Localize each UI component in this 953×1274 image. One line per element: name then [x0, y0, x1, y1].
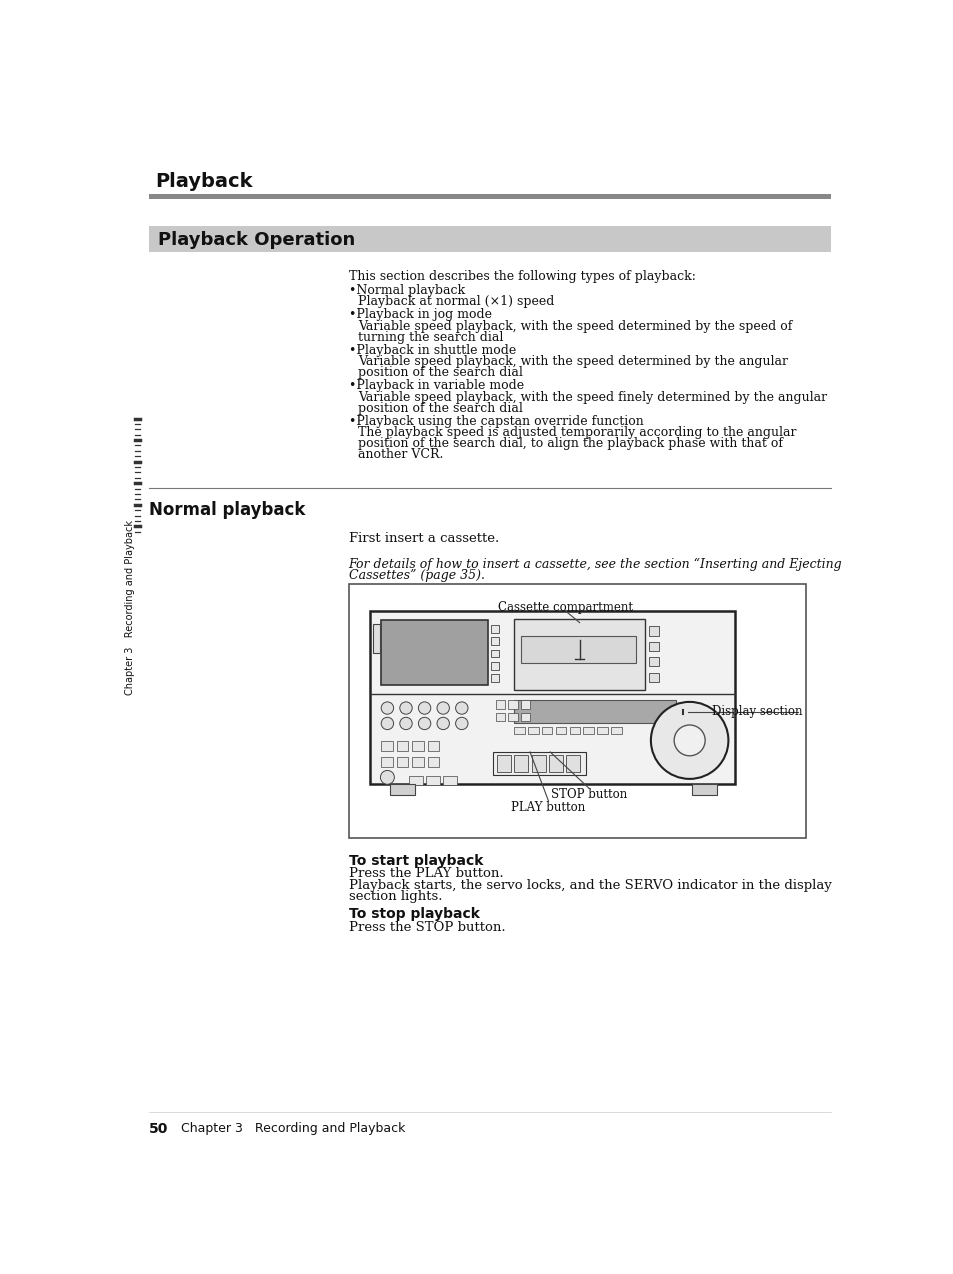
- Text: 50: 50: [149, 1121, 168, 1135]
- Circle shape: [380, 771, 394, 785]
- Bar: [648, 627, 659, 636]
- Bar: [427, 757, 439, 767]
- Bar: [427, 741, 439, 752]
- Bar: [548, 755, 562, 772]
- Bar: [491, 637, 498, 645]
- Bar: [520, 701, 530, 708]
- Text: •Playback in shuttle mode: •Playback in shuttle mode: [348, 344, 516, 357]
- Text: section lights.: section lights.: [348, 889, 441, 903]
- Bar: [370, 612, 734, 785]
- Bar: [396, 757, 408, 767]
- Bar: [149, 194, 830, 199]
- Text: Cassettes” (page 35).: Cassettes” (page 35).: [348, 568, 484, 582]
- Bar: [648, 657, 659, 666]
- Circle shape: [436, 717, 449, 730]
- Bar: [555, 726, 566, 734]
- Text: The playback speed is adjusted temporarily according to the angular: The playback speed is adjusted temporari…: [357, 427, 796, 440]
- Bar: [521, 636, 636, 662]
- Circle shape: [456, 717, 468, 730]
- Bar: [541, 726, 552, 734]
- Bar: [648, 673, 659, 682]
- Circle shape: [418, 717, 431, 730]
- Bar: [520, 712, 530, 721]
- Bar: [611, 726, 621, 734]
- Text: To start playback: To start playback: [348, 854, 482, 868]
- Text: position of the search dial: position of the search dial: [357, 366, 522, 380]
- Text: For details of how to insert a cassette, see the section “Inserting and Ejecting: For details of how to insert a cassette,…: [348, 558, 841, 571]
- Text: Cassette compartment: Cassette compartment: [497, 601, 633, 614]
- Circle shape: [381, 717, 394, 730]
- Bar: [508, 701, 517, 708]
- Bar: [569, 726, 579, 734]
- Bar: [514, 755, 528, 772]
- Text: position of the search dial, to align the playback phase with that of: position of the search dial, to align th…: [357, 437, 782, 450]
- Bar: [527, 726, 537, 734]
- Bar: [565, 755, 579, 772]
- Bar: [531, 755, 545, 772]
- Bar: [390, 785, 415, 795]
- Bar: [348, 583, 805, 838]
- Circle shape: [399, 717, 412, 730]
- Text: Display section: Display section: [711, 706, 801, 719]
- Bar: [381, 620, 488, 685]
- Text: PLAY button: PLAY button: [511, 801, 585, 814]
- Bar: [373, 624, 379, 654]
- Circle shape: [674, 725, 704, 755]
- Bar: [381, 741, 393, 752]
- Bar: [648, 642, 659, 651]
- Text: Variable speed playback, with the speed determined by the speed of: Variable speed playback, with the speed …: [357, 320, 792, 333]
- Bar: [426, 776, 439, 785]
- Bar: [508, 712, 517, 721]
- Text: Press the STOP button.: Press the STOP button.: [348, 921, 505, 934]
- Bar: [513, 619, 645, 689]
- Text: Variable speed playback, with the speed determined by the angular: Variable speed playback, with the speed …: [357, 355, 787, 368]
- Text: •Normal playback: •Normal playback: [348, 284, 464, 297]
- Bar: [149, 225, 830, 252]
- Bar: [381, 757, 393, 767]
- Circle shape: [381, 702, 394, 715]
- Text: Chapter 3   Recording and Playback: Chapter 3 Recording and Playback: [181, 1121, 405, 1135]
- Bar: [396, 741, 408, 752]
- Text: another VCR.: another VCR.: [357, 447, 443, 461]
- Text: Playback: Playback: [154, 172, 253, 191]
- Circle shape: [399, 702, 412, 715]
- Bar: [491, 624, 498, 633]
- Text: •Playback using the capstan override function: •Playback using the capstan override fun…: [348, 414, 642, 428]
- Text: Playback at normal (×1) speed: Playback at normal (×1) speed: [357, 296, 554, 308]
- Circle shape: [436, 702, 449, 715]
- Bar: [412, 757, 423, 767]
- Text: Playback Operation: Playback Operation: [158, 231, 355, 248]
- Bar: [496, 701, 505, 708]
- Bar: [497, 755, 511, 772]
- Bar: [493, 752, 585, 775]
- Text: •Playback in variable mode: •Playback in variable mode: [348, 380, 523, 392]
- Bar: [496, 712, 505, 721]
- Circle shape: [418, 702, 431, 715]
- Bar: [412, 741, 423, 752]
- Text: position of the search dial: position of the search dial: [357, 401, 522, 414]
- Text: Normal playback: Normal playback: [149, 501, 305, 519]
- Text: Chapter 3   Recording and Playback: Chapter 3 Recording and Playback: [125, 520, 135, 694]
- Bar: [513, 701, 676, 724]
- Text: •Playback in jog mode: •Playback in jog mode: [348, 308, 491, 321]
- Text: STOP button: STOP button: [550, 789, 626, 801]
- Text: This section describes the following types of playback:: This section describes the following typ…: [348, 270, 695, 283]
- Bar: [691, 785, 716, 795]
- Text: Press the PLAY button.: Press the PLAY button.: [348, 868, 503, 880]
- Bar: [491, 650, 498, 657]
- Bar: [443, 776, 456, 785]
- Circle shape: [650, 702, 728, 778]
- Text: First insert a cassette.: First insert a cassette.: [348, 533, 498, 545]
- Text: turning the search dial: turning the search dial: [357, 331, 503, 344]
- Bar: [409, 776, 422, 785]
- Circle shape: [456, 702, 468, 715]
- Text: Playback starts, the servo locks, and the SERVO indicator in the display: Playback starts, the servo locks, and th…: [348, 879, 831, 892]
- Bar: [513, 726, 524, 734]
- Text: Variable speed playback, with the speed finely determined by the angular: Variable speed playback, with the speed …: [357, 391, 826, 404]
- Bar: [583, 726, 594, 734]
- Bar: [491, 674, 498, 682]
- Bar: [597, 726, 608, 734]
- Text: To stop playback: To stop playback: [348, 907, 479, 921]
- Bar: [491, 662, 498, 670]
